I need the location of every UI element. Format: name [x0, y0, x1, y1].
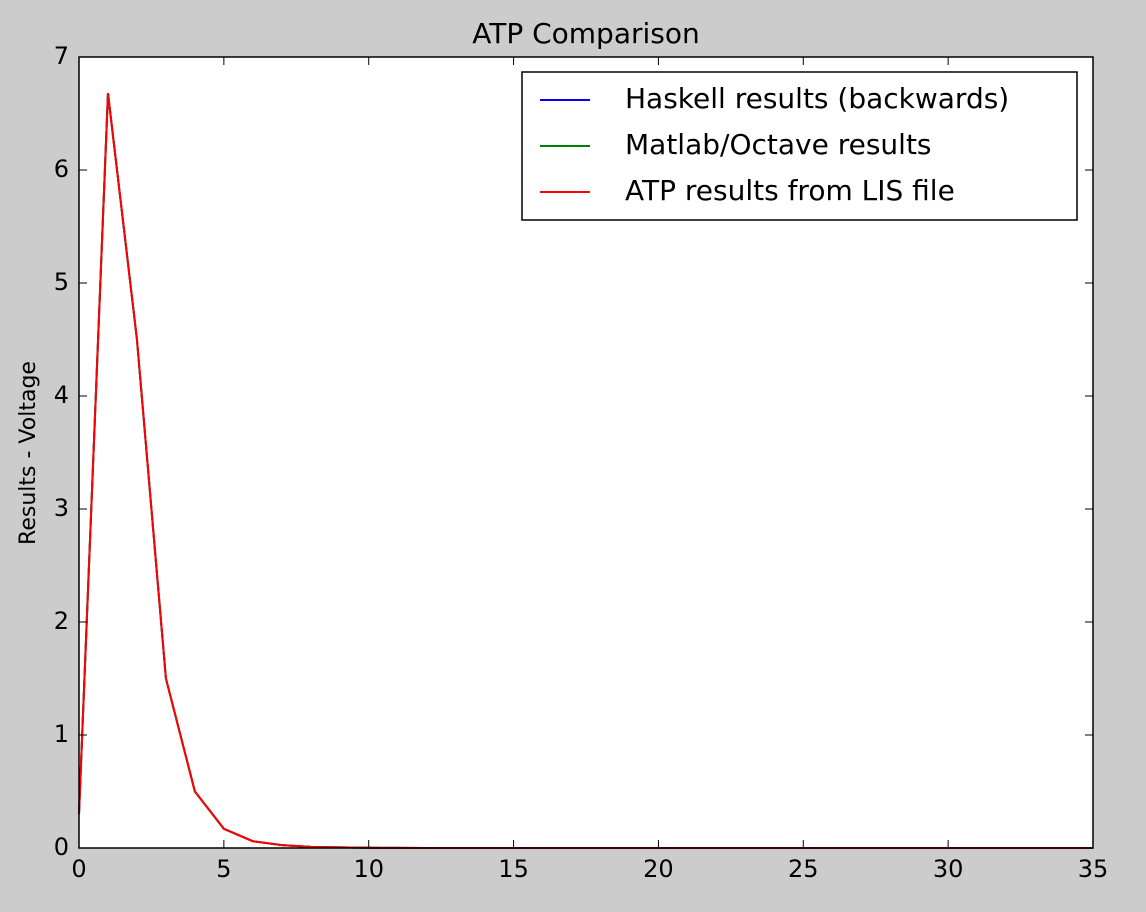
legend-label: Matlab/Octave results — [625, 128, 932, 161]
axes-frame — [78, 56, 1094, 849]
x-tick-label: 30 — [933, 855, 964, 883]
y-tick-label: 1 — [54, 720, 69, 748]
x-tick-label: 25 — [788, 855, 819, 883]
y-tick-label: 7 — [54, 42, 69, 70]
y-tick-label: 4 — [54, 381, 69, 409]
legend-box — [521, 71, 1078, 221]
chart-title: ATP Comparison — [472, 17, 700, 50]
y-axis-label: Results - Voltage — [16, 361, 41, 545]
x-tick-label: 5 — [216, 855, 231, 883]
y-tick-label: 3 — [54, 494, 69, 522]
legend-label: ATP results from LIS file — [625, 174, 955, 207]
x-tick-label: 15 — [498, 855, 529, 883]
y-tick-label: 2 — [54, 607, 69, 635]
x-tick-label: 10 — [353, 855, 384, 883]
y-tick-label: 0 — [54, 833, 69, 861]
legend-label: Haskell results (backwards) — [625, 82, 1009, 115]
x-tick-label: 20 — [643, 855, 674, 883]
y-tick-label: 5 — [54, 268, 69, 296]
x-tick-label: 0 — [71, 855, 86, 883]
x-tick-label: 35 — [1078, 855, 1109, 883]
y-tick-label: 6 — [54, 155, 69, 183]
